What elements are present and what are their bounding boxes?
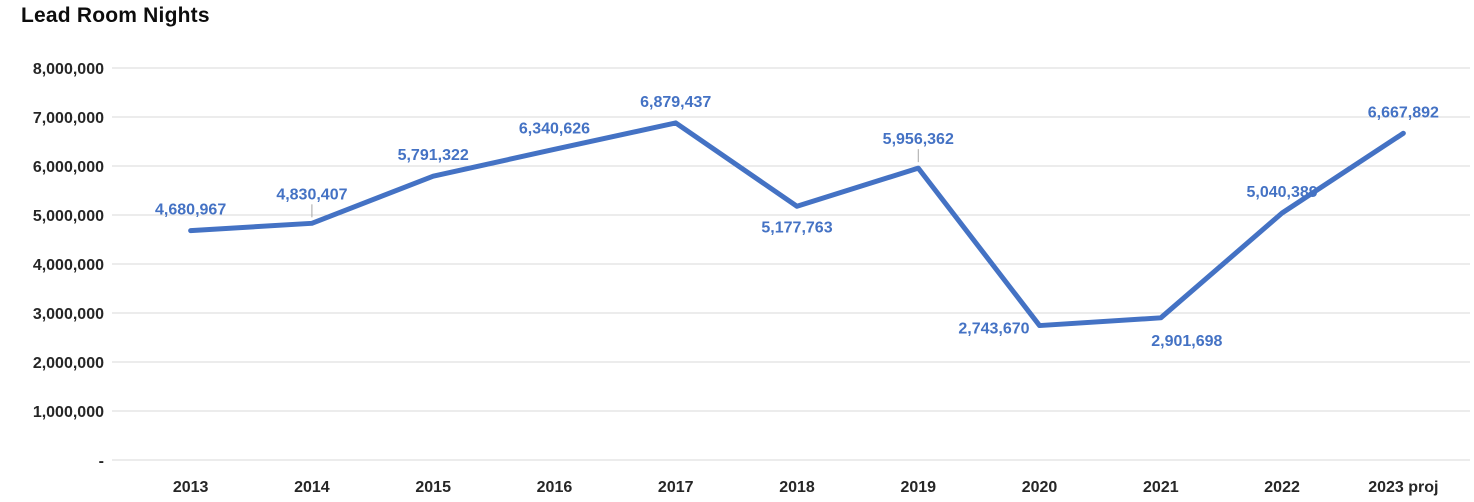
x-axis-tick-label: 2016 <box>537 479 573 496</box>
data-label: 5,791,322 <box>398 147 469 164</box>
x-axis-tick-label: 2023 proj <box>1368 479 1438 496</box>
y-axis-tick-label: 6,000,000 <box>33 159 104 176</box>
y-axis-tick-label: - <box>99 453 104 470</box>
x-axis-tick-label: 2020 <box>1022 479 1058 496</box>
data-label: 5,040,389 <box>1246 184 1317 201</box>
data-label: 4,830,407 <box>276 186 347 203</box>
x-axis-tick-label: 2021 <box>1143 479 1179 496</box>
data-label: 2,901,698 <box>1151 333 1222 350</box>
data-label: 6,879,437 <box>640 94 711 111</box>
y-axis-tick-label: 5,000,000 <box>33 208 104 225</box>
data-label: 5,956,362 <box>883 131 954 148</box>
y-axis-tick-label: 4,000,000 <box>33 257 104 274</box>
data-label: 6,340,626 <box>519 120 590 137</box>
x-axis-tick-label: 2022 <box>1264 479 1300 496</box>
y-axis-tick-label: 2,000,000 <box>33 355 104 372</box>
x-axis-tick-label: 2017 <box>658 479 694 496</box>
x-axis-tick-label: 2019 <box>900 479 936 496</box>
data-label: 4,680,967 <box>155 202 226 219</box>
series-line <box>188 120 1406 329</box>
data-label: 6,667,892 <box>1368 104 1439 121</box>
data-label: 5,177,763 <box>761 219 832 236</box>
data-label: 2,743,670 <box>958 321 1029 338</box>
y-axis-tick-label: 7,000,000 <box>33 110 104 127</box>
y-axis-tick-label: 8,000,000 <box>33 61 104 78</box>
chart-title: Lead Room Nights <box>21 4 210 27</box>
x-axis-tick-label: 2014 <box>294 479 330 496</box>
x-axis-tick-label: 2015 <box>415 479 451 496</box>
y-axis-tick-label: 3,000,000 <box>33 306 104 323</box>
x-axis-tick-label: 2018 <box>779 479 815 496</box>
x-axis-tick-label: 2013 <box>173 479 209 496</box>
y-axis-tick-label: 1,000,000 <box>33 404 104 421</box>
